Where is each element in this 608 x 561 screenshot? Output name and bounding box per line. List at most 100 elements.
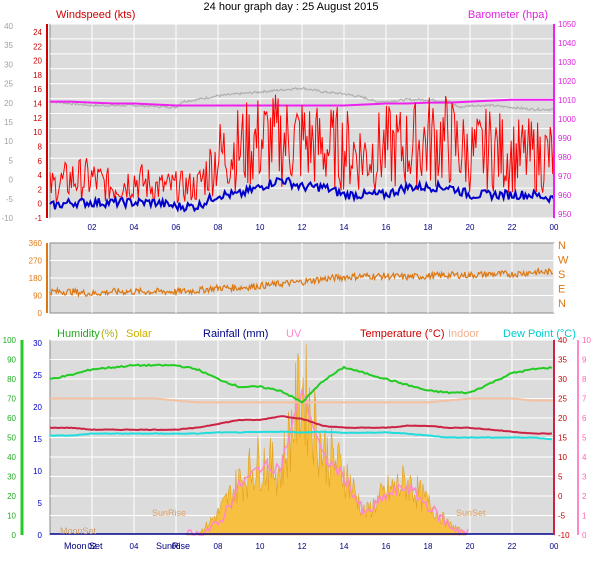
temperature-right-tick-label: 40 (558, 336, 567, 345)
temperature-right-tick-label: -10 (558, 531, 570, 540)
uv-line (185, 388, 469, 537)
barometer-tick-label: 950 (558, 210, 572, 219)
faded-tick-label: 25 (4, 80, 13, 89)
uv-tick-label: 2 (582, 492, 587, 501)
compass-label: N (558, 240, 566, 252)
windspeed-tick-label: 2 (38, 185, 43, 194)
windspeed-tick-label: 24 (33, 28, 42, 37)
gust-series (50, 86, 553, 112)
faded-tick-label: 20 (4, 99, 13, 108)
x-tick-label: 16 (382, 223, 391, 232)
temperature-right-tick-label: 5 (558, 473, 563, 482)
faded-tick-label: 15 (4, 118, 13, 127)
wind-grid (50, 23, 555, 219)
legend-solar: Solar (126, 328, 152, 340)
x-tick-label: 18 (424, 223, 433, 232)
humidity-tick-label: 60 (7, 414, 16, 423)
x-tick-label: 00 (550, 223, 559, 232)
legend-uv: UV (286, 328, 302, 340)
uv-tick-label: 10 (582, 336, 591, 345)
x-tick-label: 12 (298, 223, 307, 232)
winddir-ticks: 360 270 180 90 0 (29, 239, 43, 318)
x-tick-label: 14 (340, 542, 349, 551)
temperature-left-tick-label: 15 (33, 435, 42, 444)
uv-tick-label: 3 (582, 473, 587, 482)
winddir-line (49, 266, 554, 299)
windspeed-tick-label: 12 (33, 114, 42, 123)
barometer-axis-label: Barometer (hpa) (468, 9, 548, 21)
barometer-tick-label: 1010 (558, 96, 576, 105)
humidity-tick-label: 0 (12, 531, 17, 540)
uv-tick-label: 0 (582, 531, 587, 540)
windspeed-tick-label: 4 (38, 171, 43, 180)
windspeed-axis-label: Windspeed (kts) (56, 9, 135, 21)
temperature-left-tick-label: 25 (33, 371, 42, 380)
humidity-tick-label: 70 (7, 395, 16, 404)
winddir-tick-label: 180 (29, 274, 43, 283)
faded-tick-label: 35 (4, 41, 13, 50)
dewpoint-line (49, 430, 553, 441)
temperature-right-tick-label: 0 (558, 492, 563, 501)
temperature-left-tick-label: 30 (33, 339, 42, 348)
temp-panel: Humidity (%) Solar Rainfall (mm) UV Temp… (3, 328, 592, 551)
winddir-series (49, 266, 554, 299)
x-tick-label: 16 (382, 542, 391, 551)
uv-tick-label: 4 (582, 453, 587, 462)
winddir-tick-label: 90 (33, 292, 42, 301)
windspeed-tick-label: 10 (33, 128, 42, 137)
uv-tick-label: 8 (582, 375, 587, 384)
sunset-label: SunSet (456, 508, 486, 518)
temperature-left-tick-label: 5 (38, 499, 43, 508)
x-tick-label: 02 (88, 542, 97, 551)
barometer-ticks: 1050 1040 1030 1020 1010 1000 990 980 970 960 950 (558, 20, 576, 219)
windspeed-line (49, 94, 555, 204)
windspeed-tick-label: 6 (38, 157, 43, 166)
uv-tick-label: 5 (582, 434, 587, 443)
moon-set-faded-label: MoonSet (60, 526, 97, 536)
dewpoint-series (49, 430, 553, 441)
faded-tick-label: -5 (6, 195, 14, 204)
faded-tick-label: 30 (4, 60, 13, 69)
wind-x-ticks: 02 04 06 08 10 12 14 16 18 20 22 00 (88, 223, 559, 232)
x-tick-label: 08 (214, 223, 223, 232)
temperature-series (49, 415, 553, 435)
legend-humidity: Humidity (57, 328, 100, 340)
winddir-grid (50, 243, 555, 313)
x-tick-label: 04 (130, 223, 139, 232)
windspeed-tick-label: 18 (33, 71, 42, 80)
compass-label: W (558, 255, 569, 267)
barometer-tick-label: 990 (558, 134, 572, 143)
winddir-tick-label: 360 (29, 239, 43, 248)
legend-humidity-unit: (%) (101, 328, 118, 340)
humidity-tick-label: 10 (7, 512, 16, 521)
temperature-left-tick-label: 10 (33, 467, 42, 476)
temperature-right-tick-label: 25 (558, 395, 567, 404)
x-tick-label: 18 (424, 542, 433, 551)
x-tick-label: 22 (508, 223, 517, 232)
windspeed-tick-label: 14 (33, 100, 42, 109)
x-tick-label: 04 (130, 542, 139, 551)
x-tick-label: 06 (172, 542, 181, 551)
x-tick-label: 14 (340, 223, 349, 232)
compass-label: E (558, 284, 565, 296)
uv-tick-label: 7 (582, 395, 587, 404)
compass-label: S (558, 269, 565, 281)
barometer-tick-label: 1030 (558, 58, 576, 67)
legend-dewpoint: Dew Point (°C) (503, 328, 576, 340)
temperature-right-tick-label: 15 (558, 434, 567, 443)
windspeed-tick-label: 0 (38, 200, 43, 209)
temperature-right-tick-label: 30 (558, 375, 567, 384)
barometer-tick-label: 1040 (558, 39, 576, 48)
humidity-tick-label: 90 (7, 356, 16, 365)
temperature-right-tick-label: 20 (558, 414, 567, 423)
humidity-tick-label: 40 (7, 453, 16, 462)
winddir-tick-label: 0 (38, 309, 43, 318)
windspeed-series (49, 94, 555, 204)
barometer-tick-label: 980 (558, 153, 572, 162)
barometer-tick-label: 1020 (558, 77, 576, 86)
